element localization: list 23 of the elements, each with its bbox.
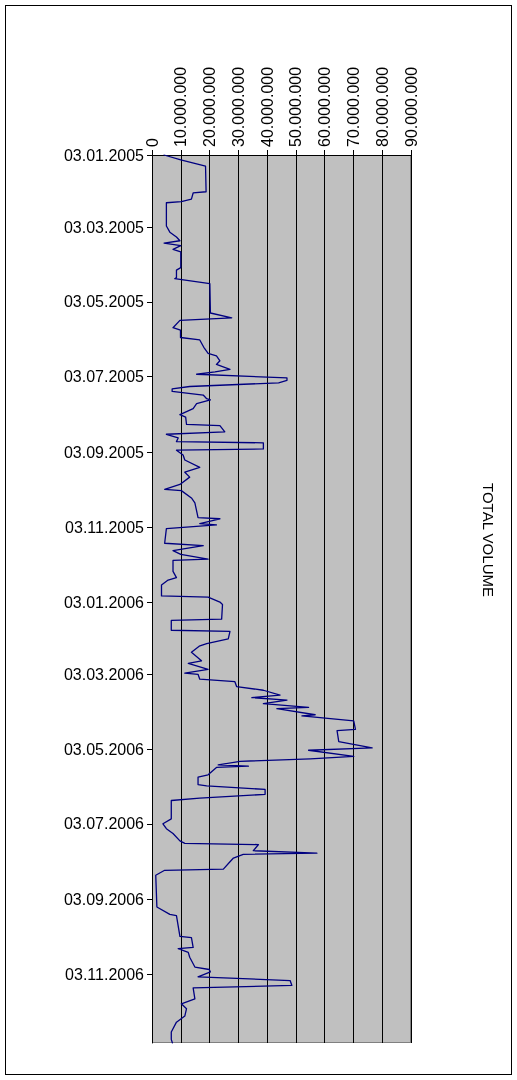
x-tick-label: 30.000.000 [229, 66, 247, 147]
y-tick-label: 03.11.2006 [65, 965, 145, 983]
x-tick-label: 0 [143, 138, 161, 147]
y-tick-label: 03.05.2006 [63, 740, 145, 758]
x-tick-label: 90.000.000 [402, 66, 420, 147]
x-tick-label: 40.000.000 [258, 66, 276, 147]
x-tick-label: 10.000.000 [172, 66, 190, 147]
text: TOTAL VOLUME [479, 483, 497, 597]
y-tick-label: 03.07.2005 [63, 368, 145, 386]
y-tick-label: 03.07.2006 [63, 815, 145, 833]
x-tick-label: 20.000.000 [201, 66, 219, 147]
x-tick-label: 60.000.000 [316, 66, 334, 147]
y-tick-label: 03.05.2005 [63, 293, 145, 311]
x-tick-label: 80.000.000 [373, 66, 391, 147]
y-tick-label: 03.03.2005 [63, 218, 145, 236]
y-tick-label: 03.09.2005 [63, 444, 145, 462]
y-tick-label: 03.01.2005 [63, 146, 145, 164]
x-tick-label: 50.000.000 [287, 66, 305, 147]
y-tick-label: 03.09.2006 [63, 891, 145, 909]
y-tick-label: 03.11.2005 [65, 518, 145, 536]
y-tick-label: 03.01.2006 [63, 593, 145, 611]
y-tick-label: 03.03.2006 [63, 665, 145, 683]
x-tick-label: 70.000.000 [344, 66, 362, 147]
